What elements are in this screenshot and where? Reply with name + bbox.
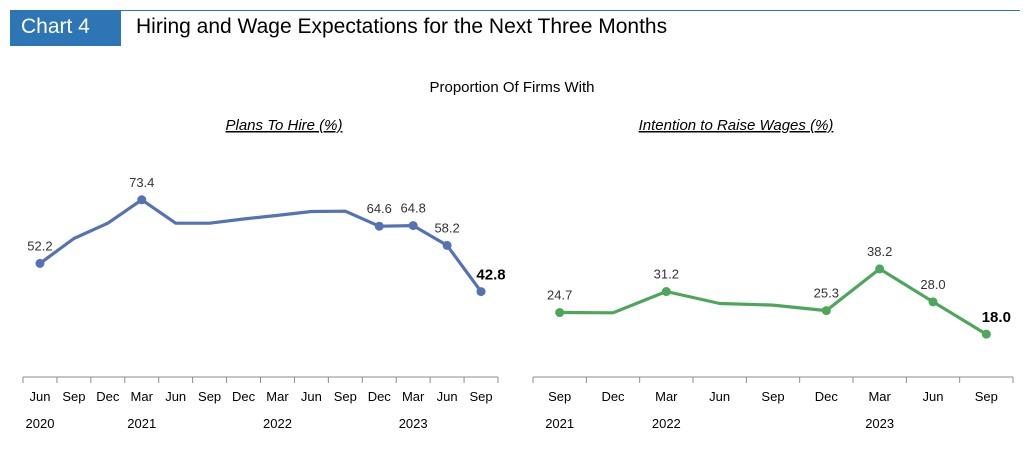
header-rule — [10, 10, 1020, 11]
panel-title: Plans To Hire (%) — [226, 117, 343, 134]
data-label: 64.8 — [401, 201, 426, 216]
data-point-marker — [555, 308, 565, 318]
data-label-latest: 18.0 — [982, 309, 1011, 326]
data-label: 24.7 — [547, 288, 572, 303]
data-point-marker — [374, 221, 384, 231]
year-label: 2023 — [865, 416, 894, 431]
x-tick-label: Dec — [232, 389, 256, 404]
year-label: 2020 — [26, 416, 55, 431]
year-label: 2022 — [652, 416, 681, 431]
x-tick-label: Jun — [165, 389, 186, 404]
data-point-marker — [137, 195, 147, 205]
data-label: 73.4 — [129, 175, 154, 190]
series-line — [558, 267, 988, 336]
x-tick-label: Mar — [655, 389, 678, 404]
year-label: 2021 — [127, 416, 156, 431]
year-label: 2023 — [399, 416, 428, 431]
data-label: 64.6 — [367, 201, 392, 216]
x-tick-label: Mar — [868, 389, 891, 404]
x-tick-label: Dec — [815, 389, 839, 404]
x-tick-label: Jun — [301, 389, 322, 404]
x-tick-label: Sep — [334, 389, 357, 404]
x-tick-label: Sep — [761, 389, 784, 404]
x-tick-label: Mar — [266, 389, 289, 404]
data-point-marker — [661, 287, 671, 297]
data-point-marker — [476, 287, 486, 297]
x-tick-label: Sep — [198, 389, 221, 404]
year-label: 2022 — [263, 416, 292, 431]
x-tick-label: Dec — [601, 389, 625, 404]
data-point-marker — [928, 297, 938, 307]
data-point-marker — [875, 264, 885, 274]
x-tick-label: Jun — [29, 389, 50, 404]
data-label: 38.2 — [867, 244, 892, 259]
chart-number-badge: Chart 4 — [10, 10, 121, 46]
data-label-latest: 42.8 — [476, 267, 505, 284]
data-point-marker — [821, 306, 831, 316]
x-tick-label: Mar — [402, 389, 425, 404]
panel-title: Intention to Raise Wages (%) — [639, 117, 834, 134]
x-tick-label: Dec — [368, 389, 392, 404]
x-tick-label: Jun — [437, 389, 458, 404]
data-point-marker — [442, 240, 452, 250]
x-tick-label: Jun — [923, 389, 944, 404]
data-label: 31.2 — [654, 267, 679, 282]
chart-title: Hiring and Wage Expectations for the Nex… — [136, 15, 668, 38]
data-point-marker — [408, 221, 418, 231]
x-tick-label: Sep — [548, 389, 571, 404]
data-label: 58.2 — [434, 220, 459, 235]
data-point-marker — [35, 258, 45, 268]
x-tick-label: Sep — [62, 389, 85, 404]
data-label: 52.2 — [27, 238, 52, 253]
x-tick-label: Sep — [469, 389, 492, 404]
x-tick-label: Sep — [975, 389, 998, 404]
data-point-marker — [981, 329, 991, 339]
x-tick-label: Jun — [709, 389, 730, 404]
year-label: 2021 — [545, 416, 574, 431]
x-tick-label: Mar — [131, 389, 154, 404]
data-label: 25.3 — [814, 286, 839, 301]
chart-subtitle: Proportion Of Firms With — [429, 79, 595, 96]
data-label: 28.0 — [920, 277, 945, 292]
x-tick-label: Dec — [96, 389, 120, 404]
series-line — [38, 198, 483, 294]
